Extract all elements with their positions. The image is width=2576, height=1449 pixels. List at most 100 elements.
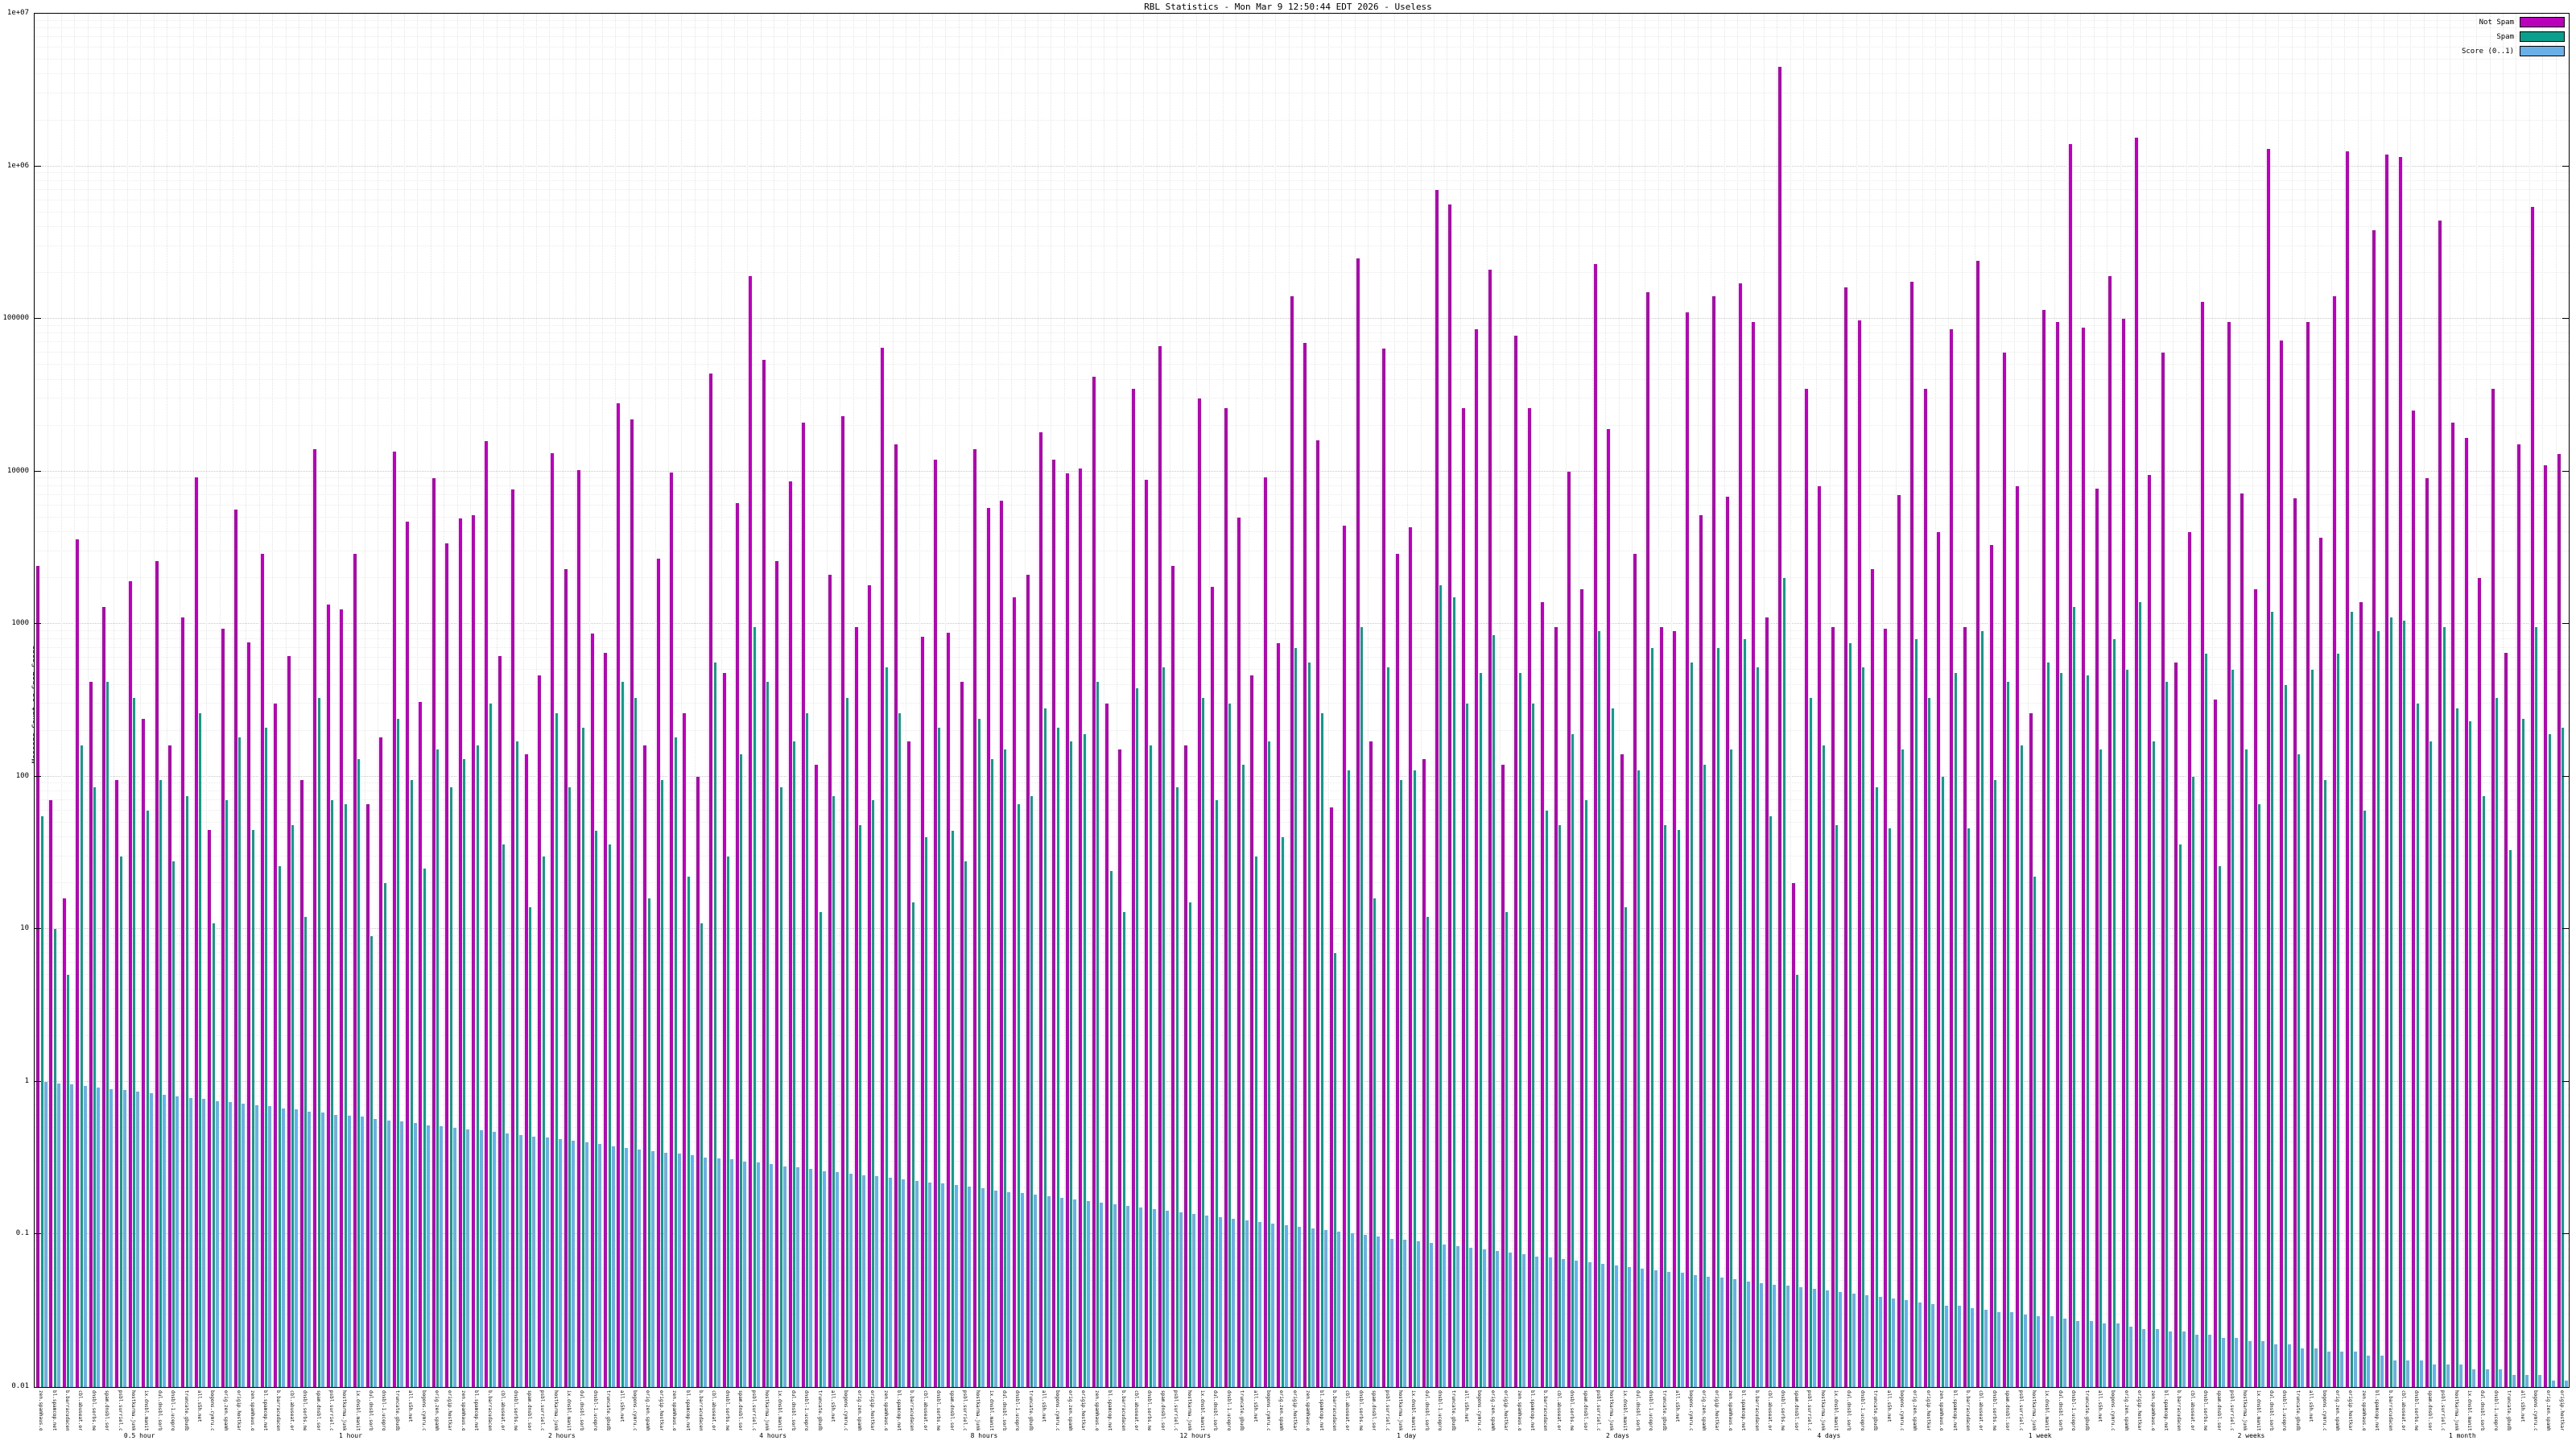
- bar-score: [308, 1111, 312, 1387]
- bar-not-spam: [2398, 157, 2402, 1387]
- bar-spam: [67, 975, 70, 1387]
- bar-spam: [133, 697, 136, 1387]
- bar-score: [2274, 1344, 2278, 1387]
- bar-spam: [476, 745, 479, 1387]
- bar-spam: [1532, 704, 1535, 1387]
- x-tick-label: b.barracudacentral.org: [909, 1390, 915, 1430]
- grid-line-x: [1327, 14, 1329, 1387]
- bar-spam: [1334, 952, 1337, 1387]
- x-tick-label: ix.dnsbl.manitu.net: [143, 1390, 150, 1430]
- y-tick-mark-left: [35, 928, 41, 930]
- bar-not-spam: [1805, 388, 1809, 1387]
- bar-not-spam: [1725, 497, 1729, 1387]
- x-tick-label: orig.zen.spamhaus.org: [645, 1390, 651, 1430]
- grid-line-x: [2344, 14, 2346, 1387]
- x-tick-label: bogons.cymru.com: [1054, 1390, 1060, 1430]
- grid-line-x: [1895, 14, 1897, 1387]
- grid-line-x: [1697, 14, 1699, 1387]
- bar-not-spam: [260, 553, 264, 1387]
- y-tick-label: 10000: [6, 466, 29, 475]
- bar-spam: [911, 902, 914, 1387]
- grid-line-x: [2489, 14, 2491, 1387]
- bar-score: [941, 1183, 945, 1387]
- bar-spam: [2060, 672, 2063, 1387]
- bar-spam: [1730, 749, 1733, 1387]
- bar-spam: [370, 936, 374, 1387]
- grid-line-x: [2396, 14, 2398, 1387]
- y-tick-label: 1: [24, 1076, 29, 1085]
- grid-line-x: [1393, 14, 1395, 1387]
- bar-score: [1878, 1297, 1882, 1387]
- grid-line-x: [1156, 14, 1158, 1387]
- grid-line-x: [2555, 14, 2557, 1387]
- grid-line-x: [285, 14, 287, 1387]
- bar-spam: [2416, 704, 2419, 1387]
- x-tick-label: all.s5h.net: [1252, 1390, 1258, 1422]
- bar-spam: [753, 627, 756, 1387]
- bar-score: [1073, 1199, 1077, 1387]
- bar-spam: [2350, 612, 2353, 1387]
- bar-score: [1337, 1232, 1341, 1387]
- bar-spam: [1386, 667, 1389, 1387]
- bar-spam: [1664, 825, 1667, 1387]
- bar-score: [848, 1174, 852, 1387]
- bar-not-spam: [590, 633, 594, 1387]
- bar-not-spam: [2029, 713, 2033, 1387]
- bar-score: [1773, 1284, 1777, 1387]
- x-tick-label: hostkarma.junkemailfilter.com: [764, 1390, 770, 1430]
- bar-spam: [2178, 844, 2182, 1387]
- bar-score: [1139, 1208, 1143, 1387]
- bar-not-spam: [2491, 388, 2495, 1387]
- bar-not-spam: [2438, 221, 2442, 1387]
- bar-spam: [1254, 856, 1257, 1387]
- grid-line-x: [60, 14, 62, 1387]
- bar-not-spam: [894, 444, 898, 1387]
- bar-not-spam: [2412, 411, 2416, 1387]
- legend-swatch-not-spam: [2520, 17, 2565, 27]
- bar-score: [1957, 1306, 1961, 1387]
- bar-score: [1509, 1253, 1513, 1387]
- x-tick-label: bl.spamcop.net: [1107, 1390, 1113, 1430]
- grid-line-x: [879, 14, 881, 1387]
- grid-line-x: [747, 14, 749, 1387]
- bar-not-spam: [1989, 544, 1993, 1387]
- bar-not-spam: [2293, 497, 2297, 1387]
- bar-score: [1245, 1220, 1249, 1387]
- bar-score: [109, 1088, 114, 1387]
- x-tick-label: ix.dnsbl.manitu.net: [2044, 1390, 2050, 1430]
- y-tick-mark-left: [35, 775, 41, 777]
- bar-not-spam: [2544, 464, 2548, 1387]
- x-tick-label: cbl.abuseat.org: [1978, 1390, 1984, 1430]
- grid-line-x: [1354, 14, 1356, 1387]
- grid-line-x: [1261, 14, 1263, 1387]
- plot-area: Not Spam Spam Score (0..1): [34, 13, 2570, 1388]
- x-tick-label: cbl.abuseat.org: [1344, 1390, 1351, 1430]
- grid-line-x: [2462, 14, 2464, 1387]
- grid-line-x: [1565, 14, 1567, 1387]
- bar-not-spam: [233, 510, 237, 1387]
- bar-not-spam: [365, 804, 369, 1387]
- bar-score: [1469, 1247, 1473, 1387]
- bar-not-spam: [2082, 327, 2086, 1387]
- x-tick-label: hostkarma.junkemailfilter.com: [1187, 1390, 1192, 1430]
- bar-spam: [251, 829, 254, 1387]
- bar-score: [558, 1139, 562, 1387]
- bar-score: [1350, 1232, 1354, 1387]
- bar-spam: [2139, 601, 2142, 1387]
- bar-not-spam: [775, 560, 779, 1387]
- bar-not-spam: [1514, 335, 1518, 1387]
- x-tick-label: dul.dnsbl.sorbs.net: [579, 1390, 585, 1430]
- x-tick-label: origip.hostkarma.org: [236, 1390, 242, 1430]
- bar-score: [994, 1190, 997, 1387]
- bar-not-spam: [1079, 468, 1083, 1387]
- x-tick-label: truncate.gbudb.net: [1661, 1390, 1667, 1430]
- x-tick-label: truncate.gbudb.net: [1027, 1390, 1034, 1430]
- bar-not-spam: [1224, 408, 1228, 1387]
- grid-line-x: [997, 14, 999, 1387]
- grid-line-x: [324, 14, 326, 1387]
- bar-spam: [793, 741, 796, 1387]
- x-tick-label: b.barracudacentral.org: [275, 1390, 282, 1430]
- bar-score: [281, 1108, 285, 1387]
- x-tick-label: dnsbl.sorbs.net: [302, 1390, 308, 1430]
- grid-line-x: [1209, 14, 1211, 1387]
